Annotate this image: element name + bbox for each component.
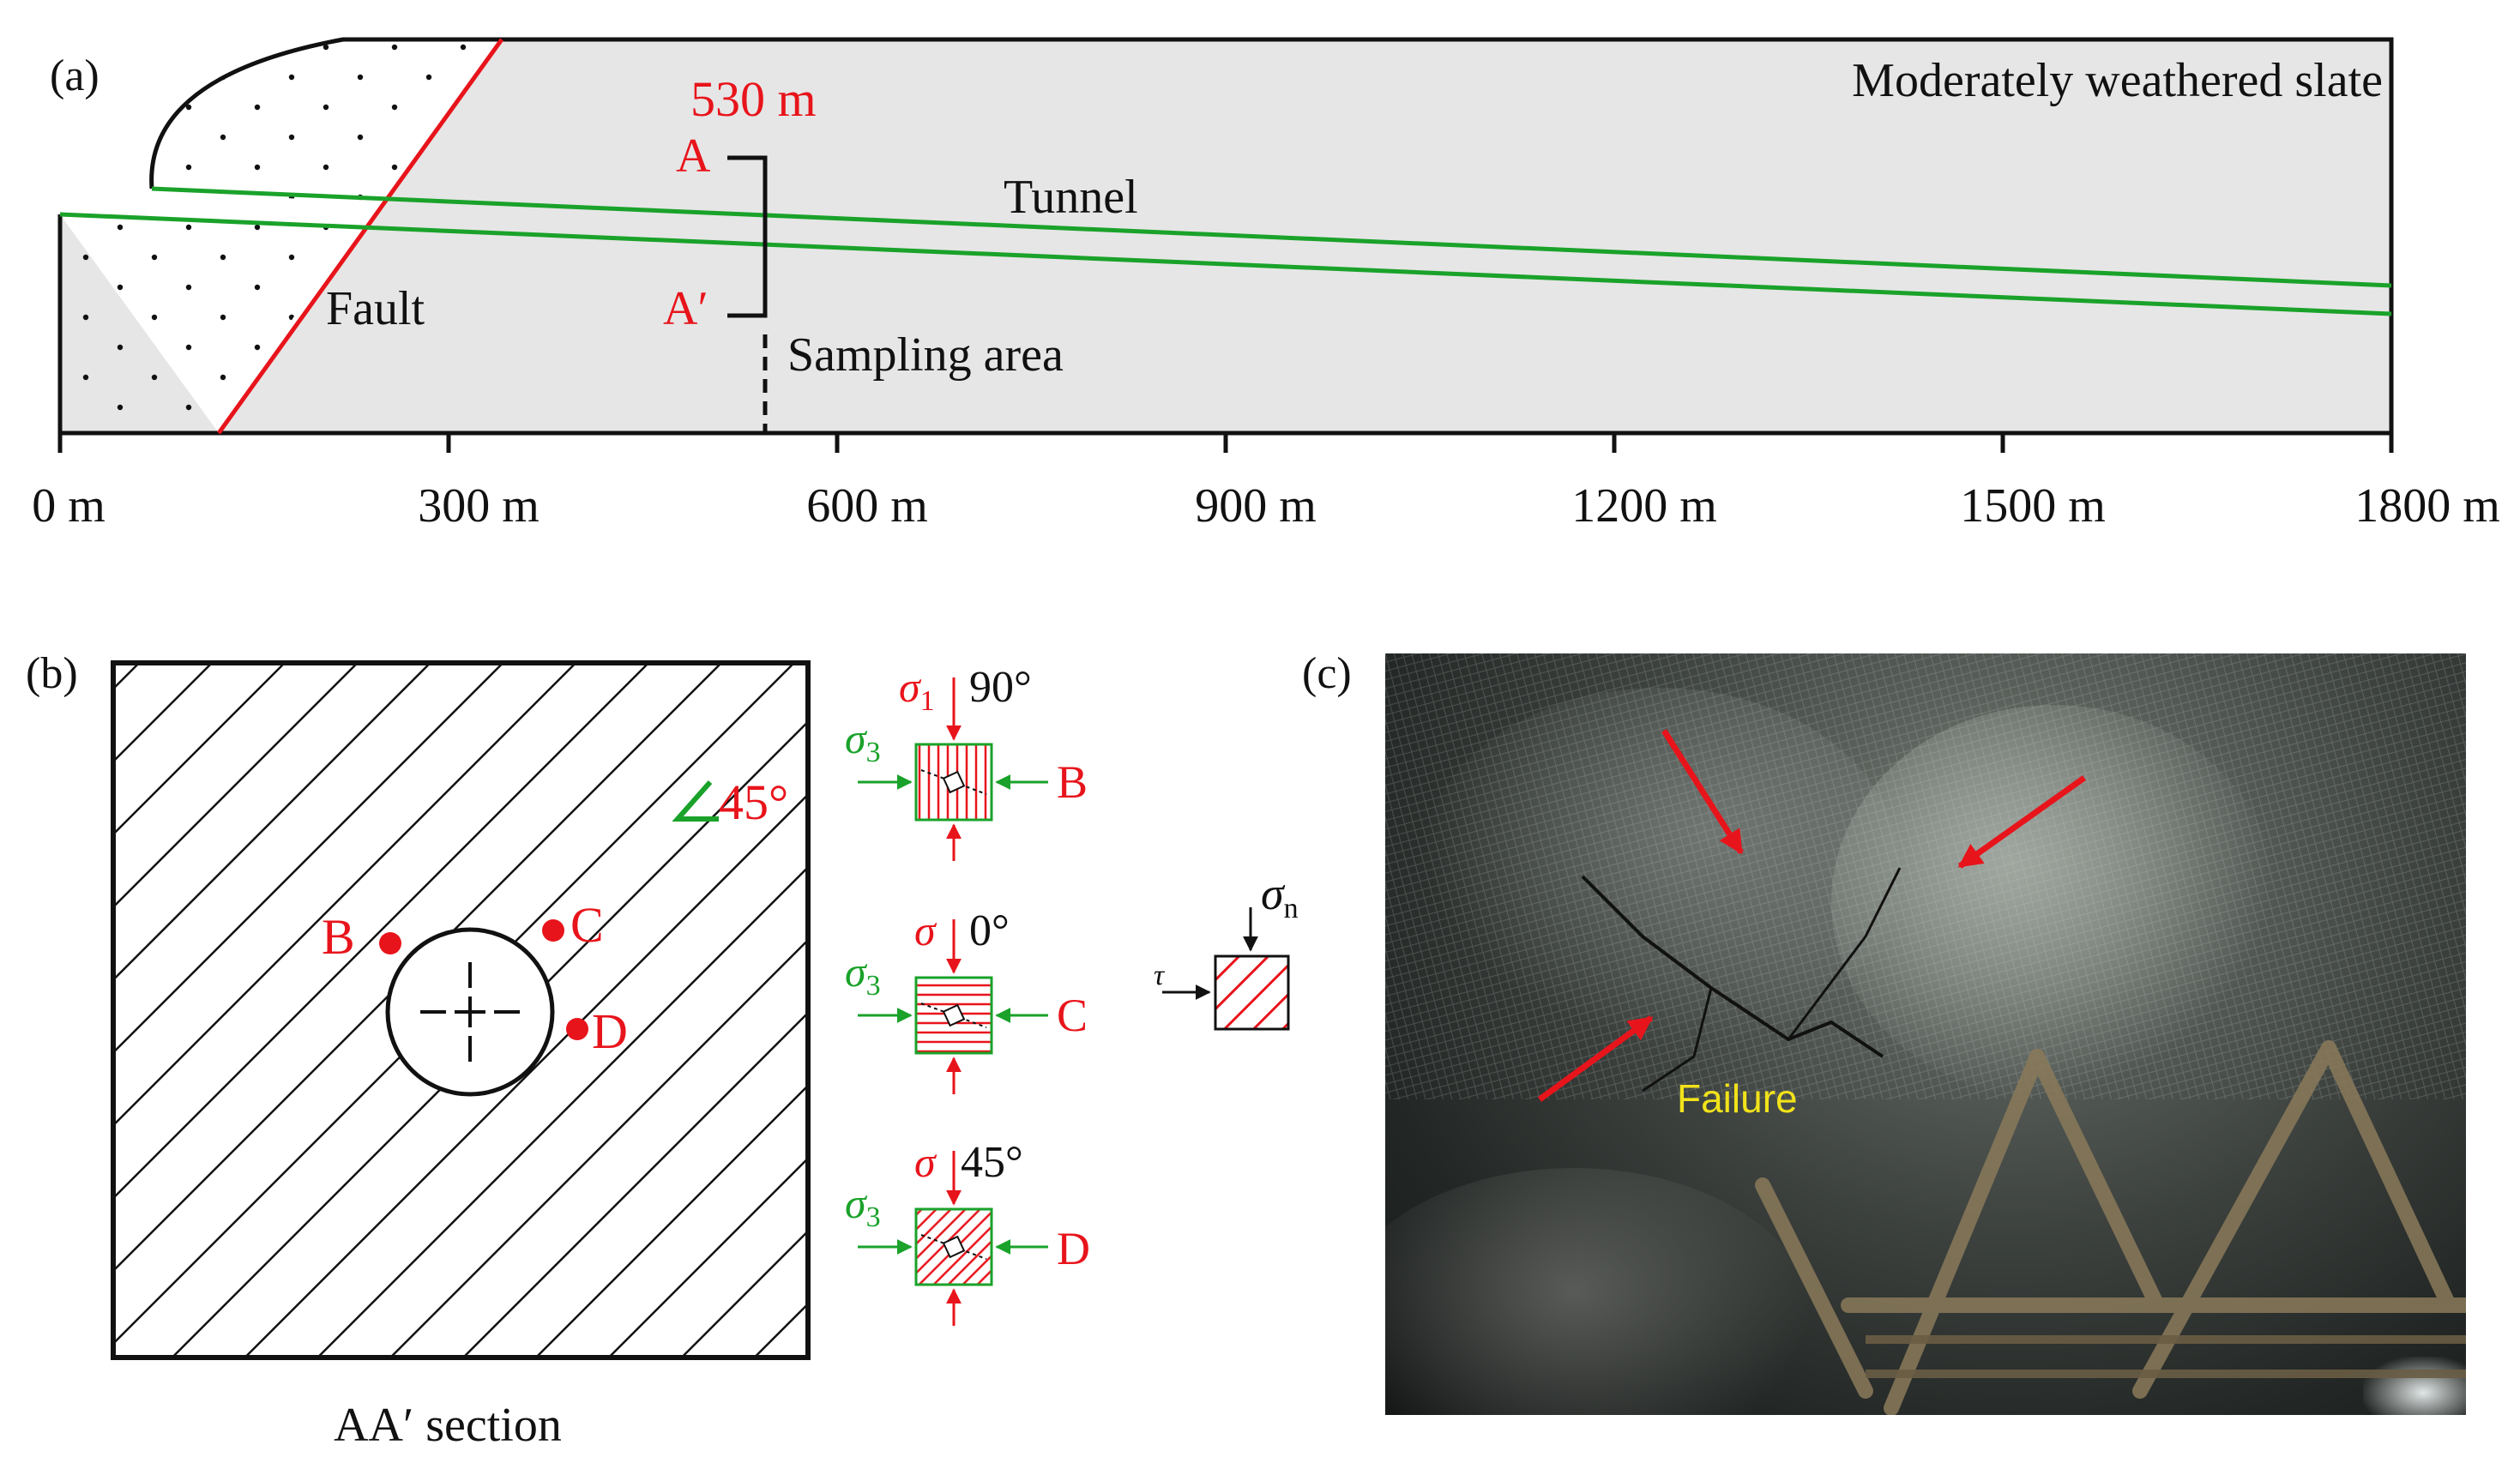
tunnel-light bbox=[2363, 1357, 2466, 1415]
tick-label: 600 m bbox=[806, 479, 928, 533]
tick-label: 300 m bbox=[418, 479, 540, 533]
tick-label: 1200 m bbox=[1571, 479, 1717, 533]
point-a-label: A bbox=[676, 129, 711, 183]
panel-c-label: (c) bbox=[1302, 649, 1352, 698]
point-b-label: B bbox=[322, 909, 355, 965]
tunnel-line-lower bbox=[59, 212, 2392, 316]
angle-symbol-icon bbox=[672, 780, 719, 822]
tunnel-label: Tunnel bbox=[1004, 171, 1138, 224]
tick-label: 1800 m bbox=[2354, 479, 2500, 533]
tick-label: 1500 m bbox=[1960, 479, 2106, 533]
shear-element: σn τ bbox=[1154, 868, 1299, 1031]
sampling-area-label: Sampling area bbox=[787, 328, 1064, 382]
sigma3-label: σ3 bbox=[845, 714, 881, 768]
tick-label: 0 m bbox=[32, 479, 106, 533]
sigma-label: σ bbox=[914, 906, 937, 954]
tick-label: 900 m bbox=[1195, 479, 1317, 533]
fault-zone-upper bbox=[151, 39, 502, 204]
sigma3-label: σ3 bbox=[845, 1179, 881, 1233]
point-c-marker bbox=[542, 919, 564, 942]
rock-type-label: Moderately weathered slate bbox=[1852, 54, 2383, 107]
point-d-label: D bbox=[592, 1003, 628, 1059]
aa-bracket bbox=[727, 155, 768, 318]
section-label: AA′ section bbox=[334, 1399, 562, 1452]
point-a-prime-label: A′ bbox=[663, 282, 708, 335]
panel-a: (a) 530 m A A′ Moderately weathered slat… bbox=[32, 37, 2500, 533]
angle-90-label: 90° bbox=[969, 663, 1032, 712]
sigma-label: σ bbox=[914, 1138, 937, 1186]
sigma-n-label: σn bbox=[1261, 868, 1299, 924]
stress-block-b: σ1 90° σ3 B bbox=[845, 663, 1088, 861]
angle-0-label: 0° bbox=[969, 906, 1010, 955]
tunnel-line-upper bbox=[151, 186, 2392, 288]
stress-block-d: σ 45° σ3 D bbox=[845, 1138, 1090, 1326]
panel-a-label: (a) bbox=[50, 51, 99, 100]
depth-label: 530 m bbox=[690, 71, 817, 127]
angle-label: 45° bbox=[719, 774, 788, 830]
fault-zone-lower bbox=[60, 214, 352, 433]
tunnel-crosshair bbox=[420, 962, 520, 1062]
tunnel-failure-photo: Failure bbox=[1385, 653, 2466, 1415]
tau-label: τ bbox=[1154, 960, 1166, 991]
failure-arrow-3 bbox=[1537, 1015, 1654, 1102]
fault-line bbox=[216, 38, 504, 435]
block-point-c: C bbox=[1057, 990, 1088, 1041]
block-point-b: B bbox=[1057, 756, 1088, 808]
x-axis-tick-labels: 0 m 300 m 600 m 900 m 1200 m 1500 m 1800… bbox=[32, 479, 2500, 533]
sigma-label: σ1 bbox=[899, 663, 935, 717]
point-b-marker bbox=[379, 932, 401, 954]
failure-arrow-2 bbox=[1957, 775, 2087, 869]
panel-b: (b) B C D 45° AA′ section bbox=[26, 649, 1299, 1452]
stress-block-c: σ 0° σ3 C bbox=[845, 906, 1088, 1094]
block-point-d: D bbox=[1057, 1223, 1090, 1274]
angle-45-label: 45° bbox=[961, 1138, 1023, 1187]
sigma3-label: σ3 bbox=[845, 948, 881, 1002]
point-c-label: C bbox=[570, 897, 604, 953]
failure-label: Failure bbox=[1677, 1076, 1798, 1121]
fault-label: Fault bbox=[326, 282, 425, 335]
failure-arrow-1 bbox=[1661, 729, 1744, 855]
panel-b-label: (b) bbox=[26, 649, 78, 698]
photo-overlay: Failure bbox=[1385, 653, 2466, 1415]
point-d-marker bbox=[566, 1018, 588, 1040]
x-axis-ticks bbox=[57, 433, 2394, 453]
